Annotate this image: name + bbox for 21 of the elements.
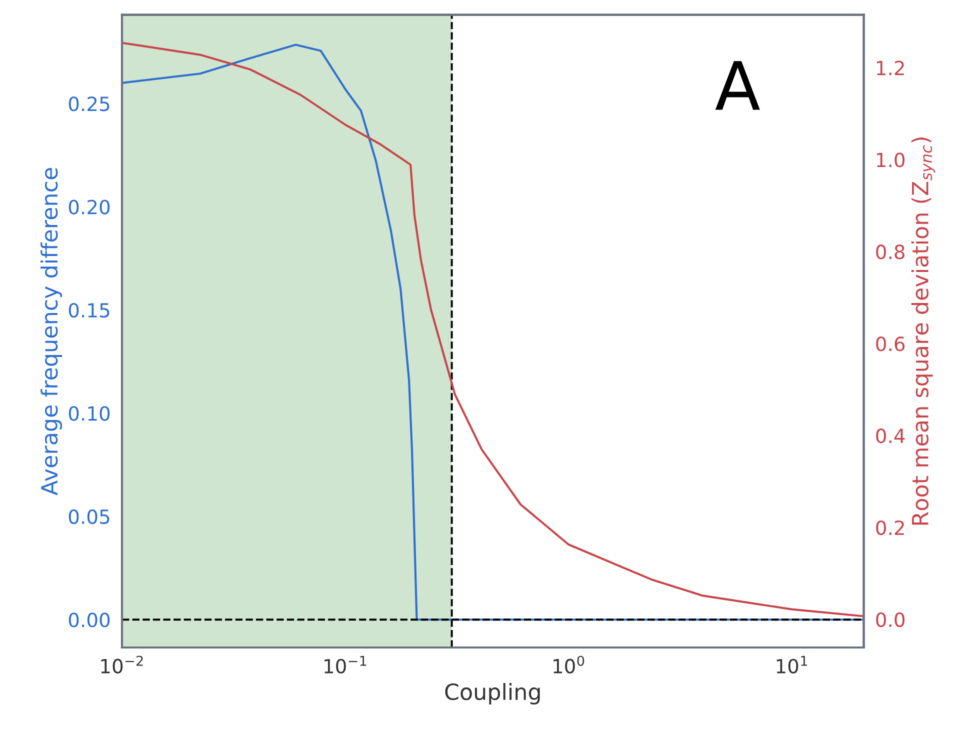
y2-tick-label: 0.0	[876, 612, 905, 628]
y-tick-label: 0.20	[68, 200, 110, 214]
x-tick-label: 10$^{1}$	[776, 656, 808, 674]
x-tick-label: 10$^{0}$	[554, 656, 584, 674]
x-axis-title: Coupling	[445, 682, 540, 704]
y-tick-label: 0.00	[68, 612, 110, 628]
x-tick-label: 10$^{−1}$	[324, 656, 366, 674]
y2-axis-title: Root mean square deviation (Z$_{sync}$)	[911, 138, 936, 525]
y2-tick-label: 0.6	[876, 336, 905, 352]
y2-tick-label: 1.2	[877, 60, 904, 76]
y2-tick-label: 0.2	[876, 520, 904, 536]
y2-tick-label: 1.0	[877, 152, 905, 168]
annotation: A	[715, 61, 760, 110]
x-tick-label: 10$^{−2}$	[101, 656, 143, 674]
y-tick-label: 0.15	[68, 302, 110, 318]
y2-tick-label: 0.8	[876, 244, 904, 260]
y-tick-label: 0.25	[68, 96, 110, 112]
y-tick-label: 0.10	[68, 406, 110, 421]
y-axis-title: Average frequency difference	[40, 168, 62, 496]
y-tick-label: 0.05	[68, 509, 110, 524]
y2-tick-label: 0.4	[876, 428, 905, 444]
